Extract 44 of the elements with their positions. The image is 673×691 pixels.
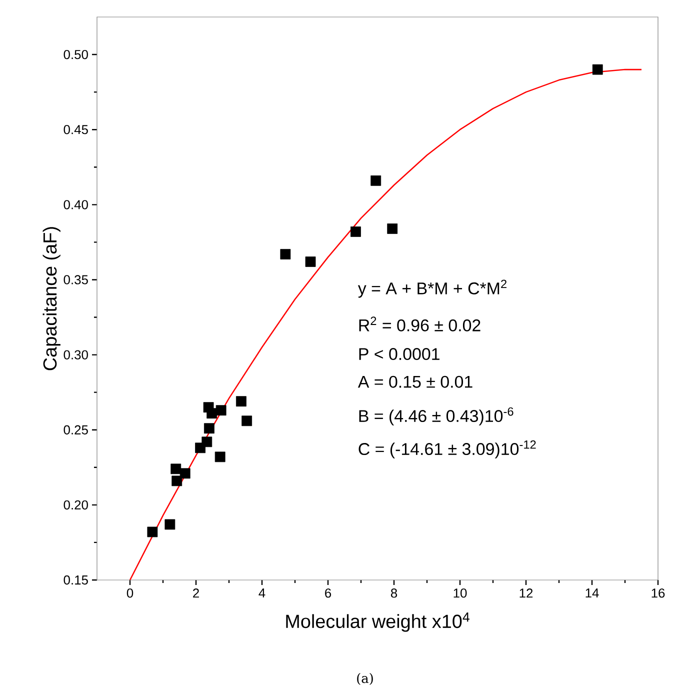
annotation: P < 0.0001	[359, 348, 440, 360]
annotation: y = A + B*M + C*M$^{2}$	[358, 280, 506, 298]
point	[180, 468, 190, 479]
x-tick-label: 2	[193, 588, 199, 598]
x-tick-label: 14	[586, 588, 599, 598]
point	[242, 416, 252, 426]
x-tick-label: 4	[258, 588, 266, 598]
annotation: R$^{2}$ = 0.96 ± 0.02	[359, 316, 480, 332]
x-axis-title: Molecular weight x10$^{4}$	[286, 612, 470, 632]
point	[216, 405, 226, 416]
point	[172, 476, 182, 486]
text: (a)	[357, 673, 373, 685]
point	[214, 452, 226, 462]
point	[202, 436, 212, 448]
y-tick-label: 0.15	[64, 575, 88, 585]
point	[370, 175, 382, 186]
y-tick-label: 0.35	[64, 275, 88, 284]
point	[350, 226, 361, 237]
x-tick-label: 12	[520, 588, 533, 598]
point	[204, 423, 214, 434]
x-tick-label: 0	[126, 588, 134, 598]
y-tick-label: 0.25	[64, 425, 88, 434]
annotation: B = (4.46 ± 0.43)10$^{-6}$	[359, 407, 514, 426]
y-axis-title: Capacitance (aF)	[42, 227, 60, 370]
annotation: C = (-14.61 ± 3.09)10$^{-12}$	[358, 440, 536, 458]
y-tick-label: 0.40	[64, 200, 88, 210]
y-tick-label: 0.50	[64, 50, 88, 60]
point	[164, 519, 176, 530]
point	[280, 249, 291, 260]
annotation: A = 0.15 ± 0.01	[358, 376, 472, 388]
point	[592, 64, 603, 75]
x-tick-label: 10	[454, 588, 467, 598]
point	[305, 256, 316, 267]
y-tick-label: 0.30	[64, 350, 88, 360]
point	[147, 526, 158, 538]
y-tick-label: 0.20	[64, 500, 88, 510]
point	[170, 464, 182, 474]
x-tick-label: 6	[325, 588, 332, 598]
x-tick-label: 16	[652, 588, 665, 598]
x-tick-label: 8	[390, 588, 398, 598]
y-tick-label: 0.45	[64, 125, 88, 134]
point	[236, 396, 246, 407]
point	[387, 223, 398, 234]
point	[206, 408, 218, 419]
